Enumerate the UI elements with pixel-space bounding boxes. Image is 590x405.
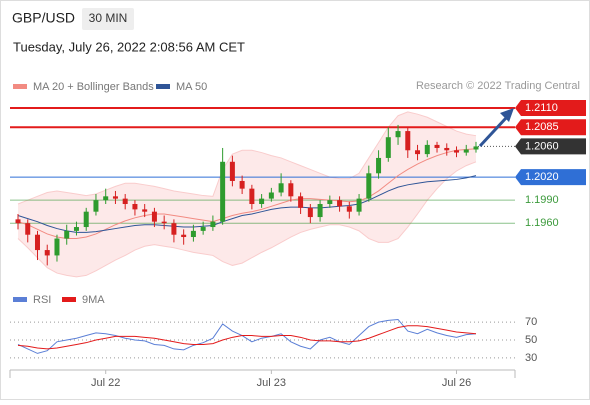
candle-body [454,150,460,153]
legend-swatch [62,297,76,302]
x-tick-label: Jul 23 [257,377,286,389]
candle-body [405,131,411,151]
candle-body [190,230,196,238]
candle-body [268,192,274,199]
legend-label: RSI [33,294,51,306]
candle-body [161,221,167,224]
upper-band [17,111,477,205]
candle-body [239,180,245,189]
candle-body [444,147,450,151]
candle-body [44,250,50,256]
candle-body [346,206,352,212]
candle-body [93,200,99,212]
legend-swatch [13,297,27,302]
legend-label: MA 50 [176,81,207,93]
legend-swatch [13,84,27,89]
candle-body [424,144,430,155]
lower-band [17,161,477,278]
candle-body [181,234,187,238]
candle-body [317,204,323,218]
candle-body [83,211,89,228]
rsi-ma-line [17,325,477,350]
candle-body [327,200,333,205]
ma50-line [17,175,477,233]
candle-body [376,157,382,174]
candle-body [229,161,235,181]
candle-body [385,137,391,158]
candle-body [122,198,128,205]
candle-body [395,131,401,138]
level-tag [515,100,586,117]
candle-body [288,183,294,197]
candle-body [249,188,255,205]
candle-body [54,238,60,256]
candle-body [473,146,479,150]
legend-label: MA 20 + Bollinger Bands [33,81,154,93]
candle-body [64,230,70,239]
candle-body [15,219,21,224]
candle-body [366,173,372,199]
level-label: 1.1990 [525,194,559,206]
candle-body [171,223,177,235]
candle-body [151,211,157,222]
legend-label: 9MA [82,294,105,306]
candle-body [337,200,343,207]
candle-body [463,149,469,153]
candle-body [142,209,148,212]
legend-swatch [156,84,170,89]
x-tick-label: Jul 26 [442,377,471,389]
candle-body [200,227,206,231]
candle-body [298,196,304,208]
datetime: Tuesday, July 26, 2022 2:08:56 AM CET [13,39,245,54]
candle-body [103,196,109,201]
candle-body [278,183,284,193]
arrow-head [500,108,514,122]
y-tick-label: 70 [525,316,537,328]
level-tag [515,169,586,186]
candle-body [434,144,440,148]
y-tick-label: 30 [525,352,537,364]
interval: 30 MIN [89,11,128,25]
candle-body [73,227,79,231]
level-label: 1.2060 [525,140,559,152]
candle-body [220,161,226,222]
level-label: 1.1960 [525,217,559,229]
candle-body [132,204,138,210]
bollinger-fill [18,111,476,277]
level-label: 1.2020 [525,171,559,183]
plot: MA 20 + Bollinger Bands MA 50 RSI 9MA 1.2110… [10,81,586,389]
interval-badge [82,8,134,30]
candle-body [34,234,40,251]
level-label: 1.2110 [525,102,558,114]
level-tag [515,138,586,155]
candle-body [415,150,421,155]
y-tick-label: 50 [525,334,537,346]
candle-body [25,223,31,235]
candle-body [112,196,118,199]
level-tag [515,119,586,136]
symbol: GBP/USD [12,10,75,26]
candle-body [356,198,362,212]
arrow [478,116,508,148]
level-label: 1.2085 [525,121,559,133]
ma20-line [17,148,477,240]
candle-body [210,221,216,228]
rsi-line [17,318,477,354]
credit: Research © 2022 Trading Central [416,80,580,92]
candle-body [259,198,265,205]
candle-body [307,207,313,218]
x-tick-label: Jul 22 [91,377,120,389]
